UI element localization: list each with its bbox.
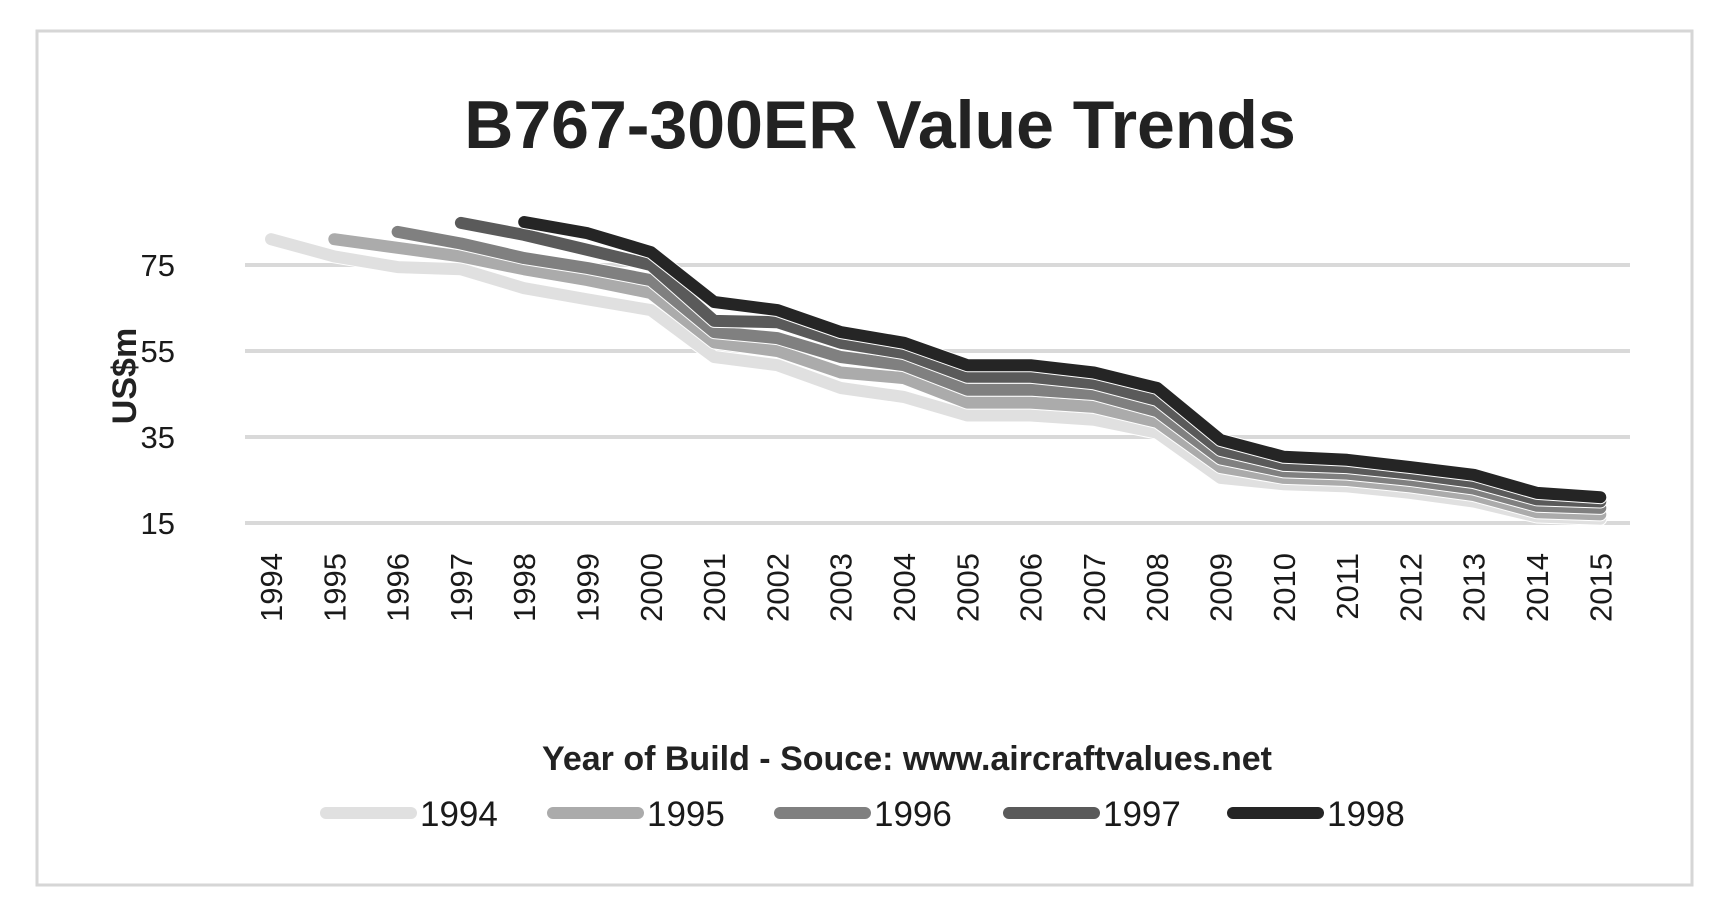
x-tick-label: 1996	[381, 553, 416, 622]
x-tick-label: 2009	[1204, 553, 1239, 622]
x-tick-label: 2012	[1393, 553, 1428, 622]
x-tick-label: 2005	[950, 553, 985, 622]
legend-label: 1994	[420, 795, 498, 834]
x-tick-label: 2011	[1330, 553, 1365, 620]
x-tick-label: 1997	[444, 553, 479, 622]
legend: 1994 1995 1996 1997 1998	[320, 795, 1405, 834]
y-tick-label: 15	[141, 506, 175, 541]
x-tick-label: 2013	[1457, 553, 1492, 622]
x-tick-label: 2014	[1520, 553, 1555, 622]
legend-label: 1995	[647, 795, 725, 834]
x-tick-label: 2010	[1267, 553, 1302, 622]
x-tick-label: 2015	[1583, 553, 1618, 622]
chart-frame	[35, 29, 1694, 887]
series-lines	[264, 215, 1608, 526]
legend-item-1996: 1996	[774, 795, 952, 834]
x-tick-label: 1998	[507, 553, 542, 622]
y-tick-labels: 15 35 55 75	[141, 248, 175, 541]
x-tick-label: 1994	[254, 553, 289, 622]
x-tick-label: 1999	[571, 553, 606, 622]
legend-label: 1997	[1103, 795, 1181, 834]
series-line-1998	[518, 216, 1607, 504]
x-tick-label: 2008	[1140, 553, 1175, 622]
legend-item-1995: 1995	[547, 795, 725, 834]
chart-title: B767-300ER Value Trends	[464, 87, 1296, 163]
y-tick-label: 35	[141, 420, 175, 455]
legend-item-1998: 1998	[1227, 795, 1405, 834]
x-tick-label: 2000	[634, 553, 669, 622]
legend-label: 1996	[874, 795, 952, 834]
legend-item-1994: 1994	[320, 795, 498, 834]
x-tick-label: 2003	[824, 553, 859, 622]
y-axis-label: US$m	[106, 328, 144, 424]
y-tick-label: 75	[141, 248, 175, 283]
x-tick-label: 2002	[760, 553, 795, 622]
x-tick-label: 2007	[1077, 553, 1112, 622]
y-tick-label: 55	[141, 334, 175, 369]
x-axis-label: Year of Build - Souce: www.aircraftvalue…	[542, 740, 1272, 778]
x-tick-label: 1995	[317, 553, 352, 622]
x-tick-label: 2001	[697, 553, 732, 622]
x-tick-label: 2004	[887, 553, 922, 622]
x-tick-label: 2006	[1014, 553, 1049, 622]
legend-item-1997: 1997	[1003, 795, 1181, 834]
legend-label: 1998	[1327, 795, 1405, 834]
x-tick-labels: 1994 1995 1996 1997 1998 1999 2000 2001 2002 2003…	[254, 553, 1618, 622]
